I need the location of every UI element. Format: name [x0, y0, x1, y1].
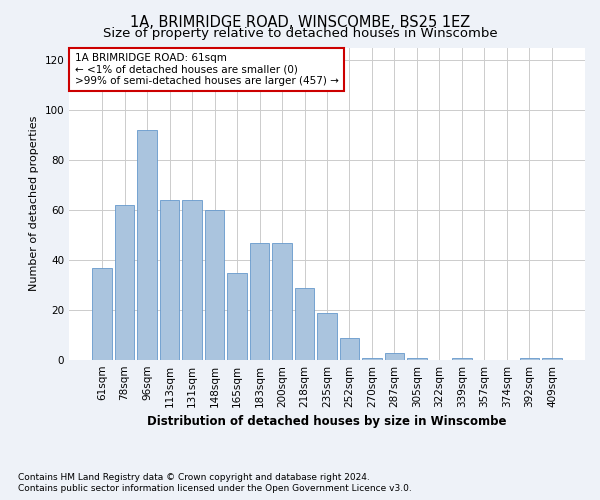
Text: 1A, BRIMRIDGE ROAD, WINSCOMBE, BS25 1EZ: 1A, BRIMRIDGE ROAD, WINSCOMBE, BS25 1EZ [130, 15, 470, 30]
Bar [295, 288, 314, 360]
Bar [205, 210, 224, 360]
Bar [227, 272, 247, 360]
Bar [160, 200, 179, 360]
Bar [452, 358, 472, 360]
Bar [92, 268, 112, 360]
Bar [182, 200, 202, 360]
Bar [362, 358, 382, 360]
Text: Contains HM Land Registry data © Crown copyright and database right 2024.: Contains HM Land Registry data © Crown c… [18, 472, 370, 482]
X-axis label: Distribution of detached houses by size in Winscombe: Distribution of detached houses by size … [147, 416, 507, 428]
Bar [340, 338, 359, 360]
Text: Contains public sector information licensed under the Open Government Licence v3: Contains public sector information licen… [18, 484, 412, 493]
Bar [520, 358, 539, 360]
Bar [137, 130, 157, 360]
Y-axis label: Number of detached properties: Number of detached properties [29, 116, 39, 292]
Bar [250, 242, 269, 360]
Bar [385, 352, 404, 360]
Text: Size of property relative to detached houses in Winscombe: Size of property relative to detached ho… [103, 27, 497, 40]
Bar [272, 242, 292, 360]
Bar [115, 205, 134, 360]
Bar [542, 358, 562, 360]
Bar [407, 358, 427, 360]
Text: 1A BRIMRIDGE ROAD: 61sqm
← <1% of detached houses are smaller (0)
>99% of semi-d: 1A BRIMRIDGE ROAD: 61sqm ← <1% of detach… [74, 53, 338, 86]
Bar [317, 312, 337, 360]
